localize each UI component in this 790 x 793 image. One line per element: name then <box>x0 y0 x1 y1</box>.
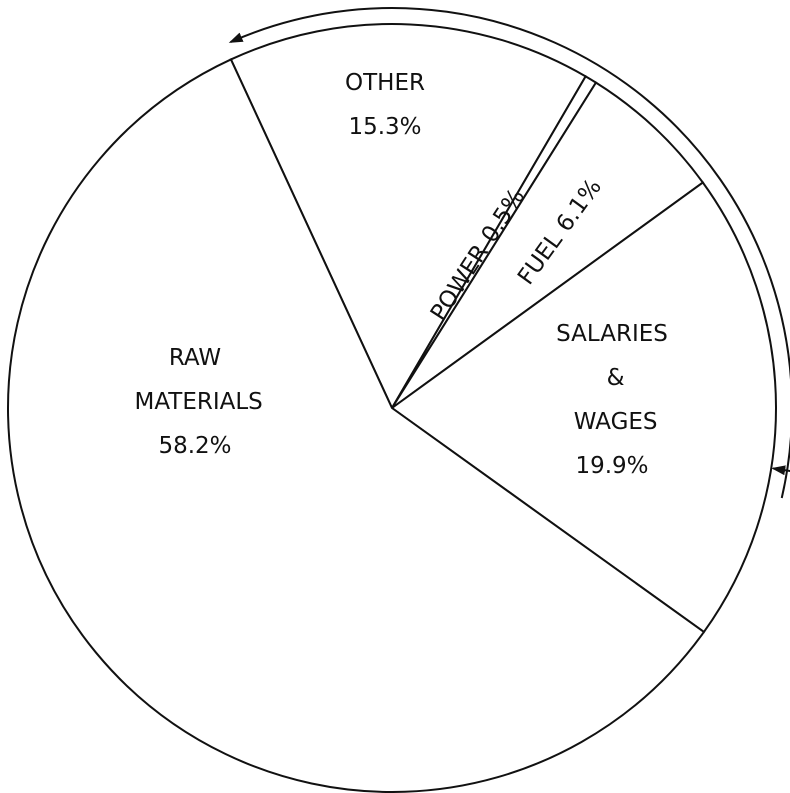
category-label: SALARIES & WAGES <box>556 321 668 435</box>
pie-slice <box>229 23 587 411</box>
annotation-arc <box>228 7 790 499</box>
category-line: OTHER <box>345 70 425 96</box>
value-label: 58.2% <box>158 433 231 459</box>
value-label: 19.9% <box>575 453 648 479</box>
category-line: RAW <box>169 345 221 371</box>
category-line: MATERIALS <box>127 389 263 415</box>
slice-label: SALARIES & WAGES 19.9% <box>556 321 668 479</box>
pie-slice <box>7 58 706 793</box>
category-label: RAW MATERIALS <box>127 345 263 415</box>
pie-slice <box>390 181 777 634</box>
category-line: & <box>599 365 624 391</box>
slice-label: OTHER 15.3% <box>345 70 425 140</box>
category-label: OTHER <box>345 70 425 96</box>
category-line: SALARIES <box>556 321 668 347</box>
slice-label: RAW MATERIALS 58.2% <box>127 345 263 459</box>
pie-slice <box>391 81 705 409</box>
value-label: 15.3% <box>348 114 421 140</box>
category-line: WAGES <box>566 409 657 435</box>
annotation-arrow <box>771 465 790 476</box>
